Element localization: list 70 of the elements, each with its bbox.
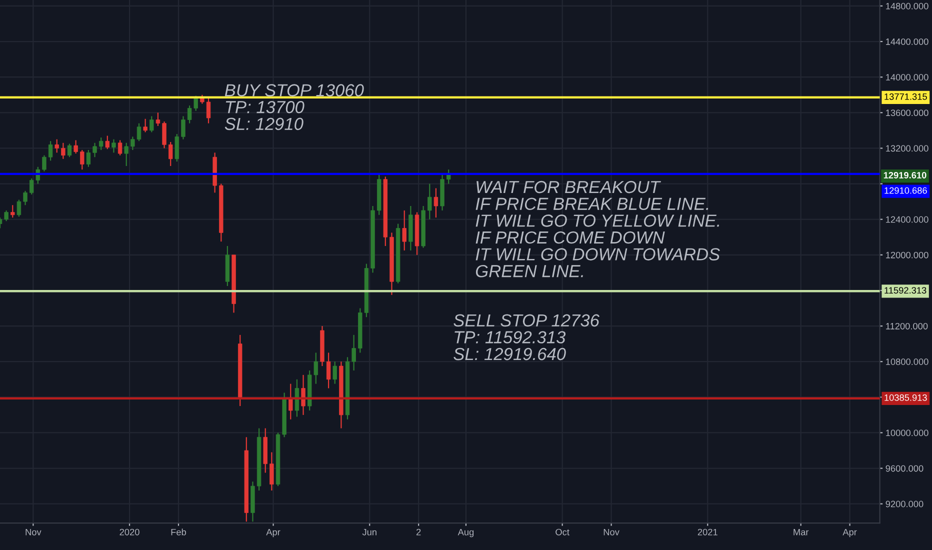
candlestick — [130, 136, 135, 151]
candlestick — [23, 190, 28, 206]
x-tick-label: 2020 — [120, 528, 140, 536]
candlestick — [143, 118, 148, 133]
y-tick-label: 13600.000 — [886, 110, 928, 116]
candlestick — [74, 140, 78, 154]
y-tick-label: 14400.000 — [886, 38, 928, 45]
y-tick-label: 14800.000 — [886, 2, 928, 10]
y-tick-label: 12400.000 — [886, 216, 928, 223]
candlestick — [80, 149, 84, 170]
candlestick — [181, 116, 186, 140]
candlestick — [301, 374, 306, 416]
candlestick — [168, 141, 173, 167]
annotation: BUY STOP 13060 TP: 13700 SL: 12910 — [224, 84, 364, 130]
candlestick — [428, 183, 432, 220]
y-tick-label: 10800.000 — [886, 358, 928, 366]
candlestick — [332, 361, 337, 384]
annotation: SELL STOP 12736 TP: 11592.313 SL: 12919.640 — [454, 314, 600, 360]
ref-line-label: 11592.313 — [884, 287, 926, 294]
candlestick — [105, 135, 110, 150]
x-tick-label: Oct — [556, 528, 570, 536]
candlestick — [162, 120, 166, 149]
candlestick — [10, 204, 15, 218]
candlestick — [92, 142, 97, 158]
ref-line-label: 13771.315 — [884, 93, 927, 100]
candlestick — [16, 199, 22, 218]
candlestick — [402, 210, 406, 252]
y-tick-label: 9600.000 — [886, 465, 924, 472]
x-tick-label: Nov — [604, 528, 620, 536]
x-tick-label: Aug — [458, 528, 474, 538]
x-tick-label: 2 — [416, 528, 421, 536]
x-tick-label: Apr — [266, 528, 280, 538]
candlestick — [118, 140, 122, 156]
ref-line-label: 12910.686 — [884, 187, 927, 194]
candlestick — [136, 122, 142, 142]
y-tick-label: 9200.000 — [886, 500, 924, 508]
x-tick-label: Apr — [842, 528, 857, 538]
text: 12919.610 — [884, 172, 926, 178]
candlestick — [4, 210, 8, 222]
ref-line-label: 10385.913 — [884, 394, 927, 401]
candlestick — [42, 154, 46, 172]
x-tick-label: Mar — [794, 528, 809, 536]
x-tick-label: 2021 — [698, 528, 718, 536]
y-tick-label: 11200.000 — [886, 322, 928, 330]
candlestick — [434, 188, 438, 218]
y-tick-label: 10000.000 — [886, 430, 928, 436]
candlestick — [48, 140, 53, 162]
y-tick-label: 14000.000 — [886, 74, 928, 80]
candlestick — [270, 452, 274, 492]
candlestick — [112, 138, 116, 154]
candlestick — [124, 142, 128, 167]
candlestick — [326, 352, 331, 389]
candlestick — [54, 138, 59, 154]
y-tick-label: 13200.000 — [886, 145, 928, 152]
candlestick — [294, 378, 300, 418]
candlestick — [206, 98, 211, 124]
x-tick-label: Feb — [171, 528, 186, 536]
candlestick — [98, 136, 104, 151]
candlestick — [352, 334, 356, 372]
candlestick — [86, 149, 91, 168]
candlestick — [156, 112, 160, 127]
candlestick — [174, 133, 180, 162]
annotation: WAIT FOR BREAKOUT IF PRICE BREAK BLUE LINE. IT WILL GO TO YELLOW LINE. IF PRICE COME DOWN IT WILL GO DOWN TOWARDS GREEN LINE. — [476, 180, 720, 278]
y-tick-label: 12000.000 — [886, 252, 928, 258]
candlestick — [150, 116, 154, 133]
candlestick — [67, 143, 72, 158]
candlestick — [288, 383, 293, 420]
x-tick-label: Nov — [26, 528, 42, 536]
x-tick-label: Jun — [362, 528, 376, 536]
candlestick — [61, 142, 66, 160]
